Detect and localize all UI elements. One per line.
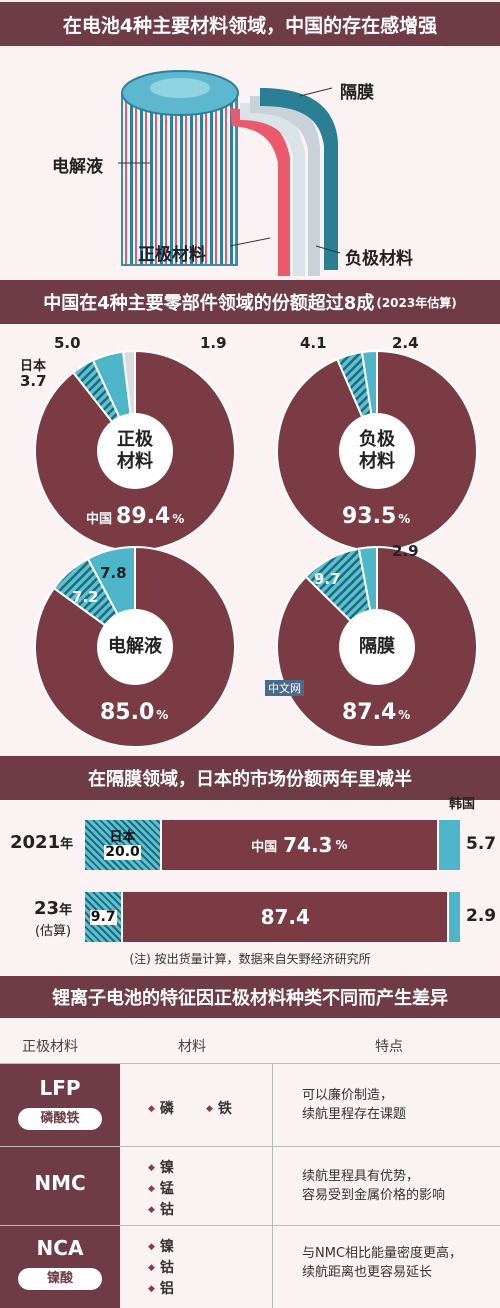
mat-code: NCA [36, 1236, 84, 1260]
donut-cathode-china: 中国 89.4% [86, 504, 185, 529]
donut-separator-center: 隔膜 [339, 609, 415, 685]
mat-cell: LFP 磷酸铁 [0, 1064, 120, 1146]
donut-electrolyte-china: 85.0% [100, 700, 169, 725]
element: 钴 [148, 1199, 174, 1219]
element: 磷 [148, 1098, 174, 1118]
bar-row-2023: 9.7 87.4 [85, 892, 460, 942]
label-cathode: 正极材料 [138, 245, 206, 265]
bar-japan: 日本 20.0 [85, 820, 160, 870]
element: 铝 [148, 1278, 174, 1298]
donut-panel: 正极 材料 中国 89.4% 日本 3.7 5.0 1.9 负极 材料 93.5% 4.… [0, 326, 500, 754]
donut-electrolyte-v2: 7.8 [100, 564, 127, 582]
donut-electrolyte-center: 电解液 [97, 609, 173, 685]
feature-text: 与NMC相比能量密度更高， 续航距离也更容易延长 [302, 1246, 463, 1280]
row2-year: 23年 (估算) [34, 898, 73, 939]
element: 镍 [148, 1236, 174, 1256]
donut-cathode-v2: 5.0 [54, 334, 81, 352]
donut-cathode: 正极 材料 中国 89.4% [30, 346, 240, 556]
th-cathode: 正极材料 [22, 1039, 78, 1055]
th-material: 材料 [178, 1039, 206, 1055]
donut-anode-center: 负极 材料 [339, 413, 415, 489]
battery-illustration [118, 70, 341, 288]
label-separator: 隔膜 [340, 83, 374, 103]
mat-pill: 磷酸铁 [18, 1108, 102, 1130]
row1-year: 2021年 [10, 832, 74, 853]
donut-anode-v2: 2.4 [392, 334, 419, 352]
mat-code: LFP [39, 1076, 81, 1100]
feature-text: 可以廉价制造， 续航里程存在课题 [302, 1088, 407, 1122]
divider [272, 1147, 273, 1225]
bar-row-2021: 日本 20.0 中国 74.3% [85, 820, 460, 870]
label-anode: 负极材料 [345, 249, 413, 269]
mat-pill: 镍酸 [18, 1268, 102, 1290]
separator-bar-chart: 韩国 2021年 日本 20.0 中国 74.3% 23年 (估算) 9.7 87.4 (… [0, 797, 500, 972]
section2-note: (2023年估算) [376, 295, 457, 310]
section2-title-band: 中国在4种主要零部件领域的份额超过8成 (2023年估算) [0, 280, 500, 324]
bar-korea [449, 892, 460, 942]
element: 钴 [148, 1257, 174, 1277]
mat-code: NMC [34, 1171, 86, 1195]
bar-china: 87.4 [121, 892, 450, 942]
table-row: LFP 磷酸铁 磷 铁 可以廉价制造，续航里程存在课题 [0, 1063, 500, 1146]
section2-title: 中国在4种主要零部件领域的份额超过8成 [43, 293, 375, 314]
table-row: NCA 镍酸 镍 钴 铝 与NMC相比能量密度更高，续航距离也更容易延长 [0, 1225, 500, 1308]
donut-anode-china: 93.5% [342, 504, 411, 529]
divider [272, 1226, 273, 1308]
battery-diagram: 隔膜 电解液 正极材料 负极材料 [0, 48, 500, 288]
bar-japan: 9.7 [85, 892, 122, 942]
donut-separator-china: 87.4% [342, 700, 411, 725]
bar-korea-value: 5.7 [466, 834, 497, 854]
donut-electrolyte: 电解液 85.0% [30, 542, 240, 752]
donut-separator-v2: 2.9 [392, 542, 419, 560]
bar-korea-value: 2.9 [466, 906, 497, 926]
table-header: 正极材料 材料 特点 [0, 1031, 500, 1059]
section3-title: 在隔膜领域，日本的市场份额两年里减半 [0, 756, 500, 800]
source-note: (注) 按出货量计算，数据来自矢野经济研究所 [129, 952, 371, 966]
mat-cell: NCA 镍酸 [0, 1226, 120, 1308]
donut-anode: 负极 材料 93.5% [272, 346, 482, 556]
table-row: NMC 镍 锰 钴 续航里程具有优势，容易受到金属价格的影响 [0, 1146, 500, 1225]
th-feature: 特点 [375, 1039, 403, 1055]
element: 镍 [148, 1157, 174, 1177]
watermark: 中文网 [265, 680, 304, 696]
donut-cathode-center: 正极 材料 [97, 413, 173, 489]
label-electrolyte: 电解液 [52, 157, 103, 177]
feature-text: 续航里程具有优势， 容易受到金属价格的影响 [302, 1169, 446, 1203]
section4-title: 锂离子电池的特征因正极材料种类不同而产生差异 [0, 976, 500, 1018]
element: 铁 [206, 1098, 232, 1118]
mat-cell: NMC [0, 1147, 120, 1225]
donut-electrolyte-v1: 7.2 [72, 588, 99, 606]
divider [272, 1064, 273, 1146]
donut-separator: 隔膜 87.4% [272, 542, 482, 752]
bar-china: 中国 74.3% [160, 820, 439, 870]
donut-cathode-japan: 日本 3.7 [20, 359, 47, 390]
korea-label: 韩国 [449, 797, 476, 812]
donut-cathode-v3: 1.9 [200, 334, 227, 352]
element: 锰 [148, 1178, 174, 1198]
donut-separator-v1: 9.7 [314, 570, 341, 588]
donut-anode-v1: 4.1 [300, 334, 327, 352]
bar-korea [438, 820, 460, 870]
header-title: 在电池4种主要材料领域，中国的存在感增强 [0, 2, 500, 46]
